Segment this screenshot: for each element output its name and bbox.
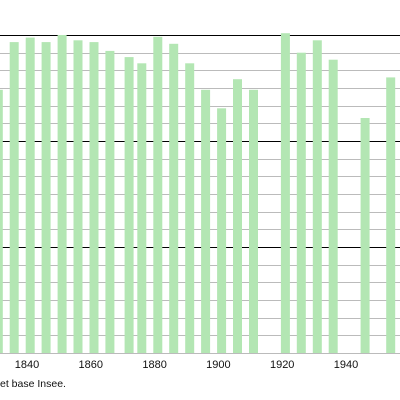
bar	[124, 57, 134, 353]
bar	[9, 42, 19, 353]
x-tick-label: 1880	[142, 359, 166, 371]
bar	[360, 118, 370, 353]
bar	[137, 63, 147, 354]
x-tick-label: 1940	[334, 359, 358, 371]
bar	[249, 89, 258, 354]
bar	[41, 42, 51, 353]
bar	[201, 89, 211, 354]
source-note: et base Insee.	[0, 378, 66, 390]
bar	[217, 108, 227, 353]
x-tick-label: 1840	[15, 359, 39, 371]
bar	[328, 59, 338, 353]
bar	[105, 50, 115, 354]
x-tick-label: 1920	[270, 359, 294, 371]
x-tick-label: 1900	[206, 359, 230, 371]
x-tick-labels: 1840186018801900192019401	[15, 359, 358, 371]
bar	[73, 40, 83, 354]
bar	[296, 52, 306, 353]
bar	[169, 43, 179, 354]
bar	[185, 63, 195, 354]
bar	[0, 89, 3, 354]
bar	[312, 40, 322, 354]
bar	[386, 77, 396, 354]
x-tick-label: 1860	[79, 359, 103, 371]
bar	[89, 42, 99, 353]
bars-group	[0, 33, 396, 354]
bar	[57, 35, 67, 353]
bar	[153, 36, 163, 354]
bar	[25, 37, 35, 353]
bar	[233, 79, 242, 353]
bar	[280, 33, 290, 353]
